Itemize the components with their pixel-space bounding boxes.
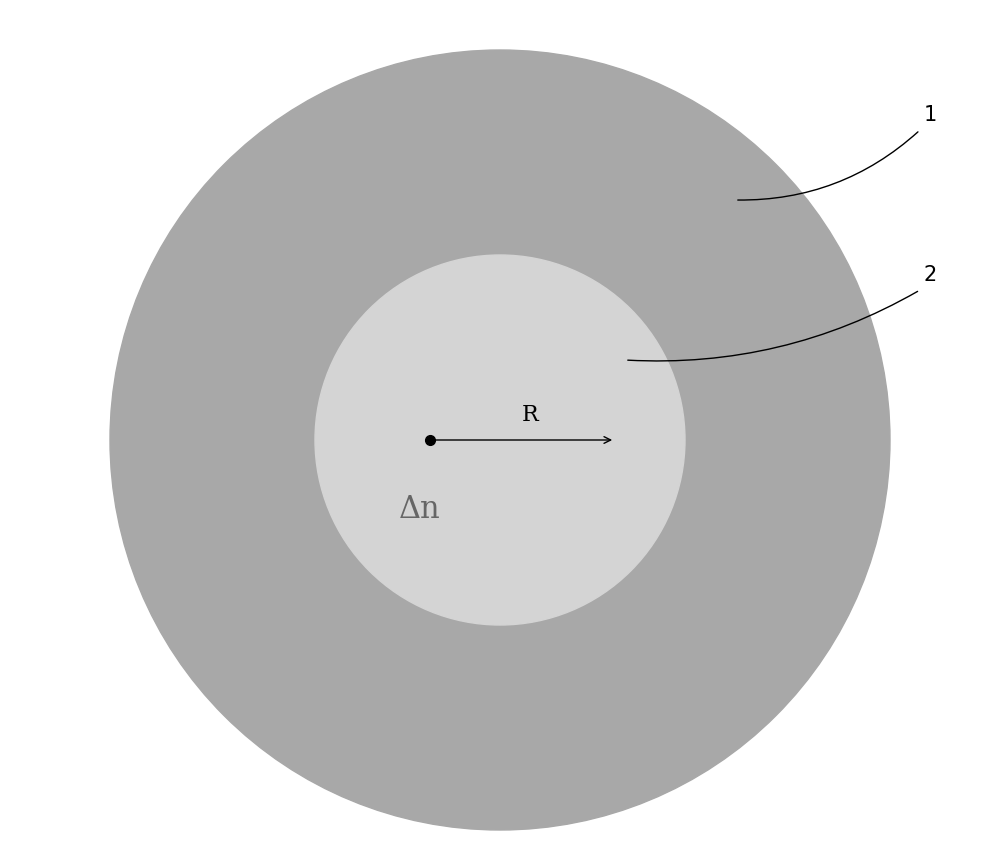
Text: Δn: Δn	[399, 494, 441, 526]
Circle shape	[110, 50, 890, 830]
Text: 1: 1	[923, 105, 937, 125]
Circle shape	[315, 255, 685, 625]
Text: 2: 2	[923, 265, 937, 285]
Text: R: R	[522, 404, 538, 426]
